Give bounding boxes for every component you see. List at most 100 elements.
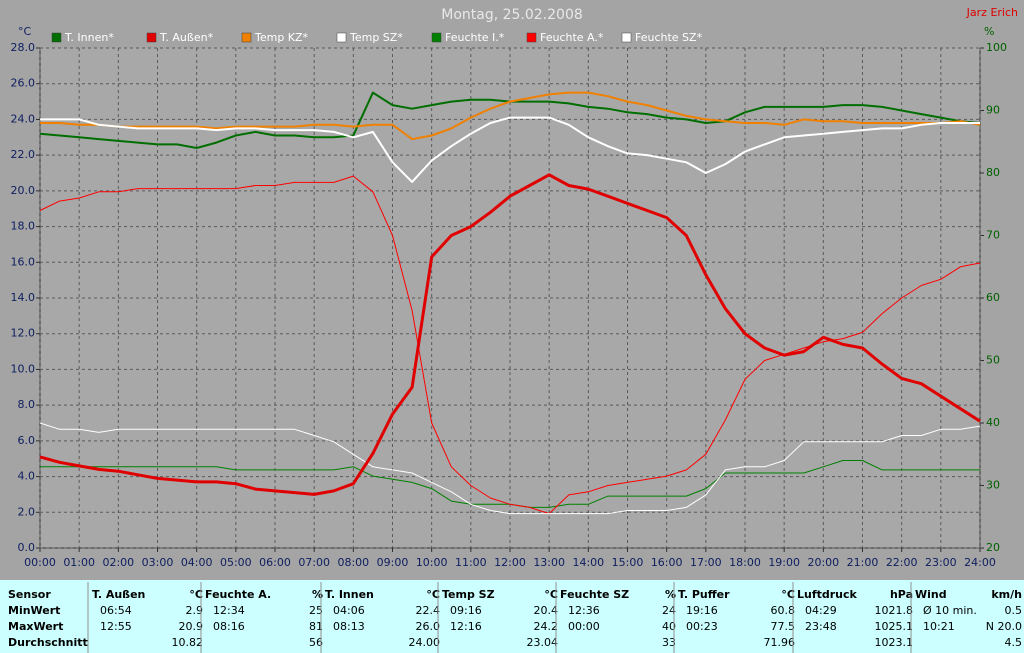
y-tick-label: 4.0 bbox=[18, 470, 36, 483]
x-tick-label: 04:00 bbox=[181, 556, 213, 569]
cell-time: 10:21 bbox=[923, 620, 955, 633]
cell-value: 20.9 bbox=[179, 620, 204, 633]
y-tick-label: 28.0 bbox=[11, 41, 36, 54]
legend-label: T. Außen* bbox=[159, 31, 214, 44]
y2-tick-label: 100 bbox=[986, 41, 1007, 54]
y2-tick-label: 80 bbox=[986, 166, 1000, 179]
x-tick-label: 08:00 bbox=[337, 556, 369, 569]
series-line bbox=[40, 116, 980, 183]
cell-time: Ø 10 min. bbox=[923, 604, 977, 617]
y-tick-label: 24.0 bbox=[11, 112, 36, 125]
x-tick-label: 16:00 bbox=[651, 556, 683, 569]
y2-tick-label: 60 bbox=[986, 291, 1000, 304]
column-header: T. Außen bbox=[92, 588, 145, 601]
legend-marker bbox=[241, 32, 252, 43]
x-tick-label: 03:00 bbox=[142, 556, 174, 569]
cell-time: 23:48 bbox=[805, 620, 837, 633]
legend-marker bbox=[336, 32, 347, 43]
column-unit: °C bbox=[426, 588, 440, 601]
cell-value: 1025.1 bbox=[875, 620, 914, 633]
x-tick-label: 17:00 bbox=[690, 556, 722, 569]
x-tick-label: 13:00 bbox=[533, 556, 565, 569]
column-unit: °C bbox=[189, 588, 203, 601]
cell-time: 08:13 bbox=[333, 620, 365, 633]
x-tick-label: 07:00 bbox=[298, 556, 330, 569]
row-label: MaxWert bbox=[8, 620, 63, 633]
y2-tick-label: 40 bbox=[986, 416, 1000, 429]
cell-value: 77.5 bbox=[771, 620, 796, 633]
x-tick-label: 11:00 bbox=[455, 556, 487, 569]
legend-marker bbox=[146, 32, 157, 43]
y-tick-label: 14.0 bbox=[11, 291, 36, 304]
author: Jarz Erich bbox=[966, 6, 1018, 19]
y2-tick-label: 50 bbox=[986, 354, 1000, 367]
y2-axis-label: % bbox=[984, 25, 994, 38]
column-header: Wind bbox=[915, 588, 947, 601]
y2-tick-label: 70 bbox=[986, 229, 1000, 242]
cell-value: 0.5 bbox=[1005, 604, 1023, 617]
y-tick-label: 0.0 bbox=[18, 541, 36, 554]
column-header: Luftdruck bbox=[797, 588, 858, 601]
column-unit: % bbox=[665, 588, 676, 601]
column-header: Feuchte SZ bbox=[560, 588, 629, 601]
y-tick-label: 22.0 bbox=[11, 148, 36, 161]
legend-marker bbox=[51, 32, 62, 43]
column-unit: °C bbox=[781, 588, 795, 601]
x-tick-label: 21:00 bbox=[847, 556, 879, 569]
cell-value: 40 bbox=[662, 620, 676, 633]
cell-value: 1023.1 bbox=[875, 636, 914, 649]
y-tick-label: 18.0 bbox=[11, 220, 36, 233]
legend-label: Feuchte SZ* bbox=[635, 31, 703, 44]
y2-tick-label: 30 bbox=[986, 479, 1000, 492]
cell-time: 06:54 bbox=[100, 604, 132, 617]
column-header: T. Puffer bbox=[678, 588, 730, 601]
y-tick-label: 8.0 bbox=[18, 398, 36, 411]
cell-time: 00:23 bbox=[686, 620, 718, 633]
y-tick-label: 16.0 bbox=[11, 255, 36, 268]
y-tick-label: 6.0 bbox=[18, 434, 36, 447]
cell-value: 60.8 bbox=[771, 604, 796, 617]
x-tick-label: 24:00 bbox=[964, 556, 996, 569]
y-tick-label: 10.0 bbox=[11, 362, 36, 375]
x-tick-label: 20:00 bbox=[807, 556, 839, 569]
y2-tick-label: 90 bbox=[986, 104, 1000, 117]
column-unit: % bbox=[312, 588, 323, 601]
legend-marker bbox=[526, 32, 537, 43]
x-tick-label: 12:00 bbox=[494, 556, 526, 569]
x-tick-label: 15:00 bbox=[612, 556, 644, 569]
cell-time: 09:16 bbox=[450, 604, 482, 617]
cell-value: 71.96 bbox=[764, 636, 796, 649]
cell-value: 1021.8 bbox=[875, 604, 914, 617]
cell-value: 22.4 bbox=[416, 604, 441, 617]
column-header: T. Innen bbox=[325, 588, 374, 601]
row-label: MinWert bbox=[8, 604, 60, 617]
cell-time: 04:29 bbox=[805, 604, 837, 617]
x-tick-label: 05:00 bbox=[220, 556, 252, 569]
stats-table-background bbox=[0, 580, 1024, 653]
stats-table: Sensor MinWert MaxWert Durchschnitt T. Außen… bbox=[8, 582, 1022, 653]
x-tick-label: 09:00 bbox=[377, 556, 409, 569]
column-header: Feuchte A. bbox=[205, 588, 271, 601]
table-header: Sensor bbox=[8, 588, 51, 601]
cell-value: 24 bbox=[662, 604, 676, 617]
y-tick-label: 26.0 bbox=[11, 77, 36, 90]
cell-value: 20.4 bbox=[534, 604, 559, 617]
series-line bbox=[39, 173, 981, 496]
cell-time: 12:36 bbox=[568, 604, 600, 617]
x-tick-label: 06:00 bbox=[259, 556, 291, 569]
legend-marker bbox=[621, 32, 632, 43]
cell-value: 24.2 bbox=[534, 620, 559, 633]
cell-time: 19:16 bbox=[686, 604, 718, 617]
y-tick-label: 2.0 bbox=[18, 505, 36, 518]
cell-value: 56 bbox=[309, 636, 323, 649]
x-tick-label: 18:00 bbox=[729, 556, 761, 569]
legend-label: Temp KZ* bbox=[254, 31, 309, 44]
column-unit: °C bbox=[544, 588, 558, 601]
legend-marker bbox=[431, 32, 442, 43]
series-line bbox=[39, 175, 981, 515]
y-axis-label: °C bbox=[18, 25, 32, 38]
x-tick-label: 19:00 bbox=[768, 556, 800, 569]
cell-value: 10.82 bbox=[172, 636, 204, 649]
x-tick-label: 14:00 bbox=[572, 556, 604, 569]
